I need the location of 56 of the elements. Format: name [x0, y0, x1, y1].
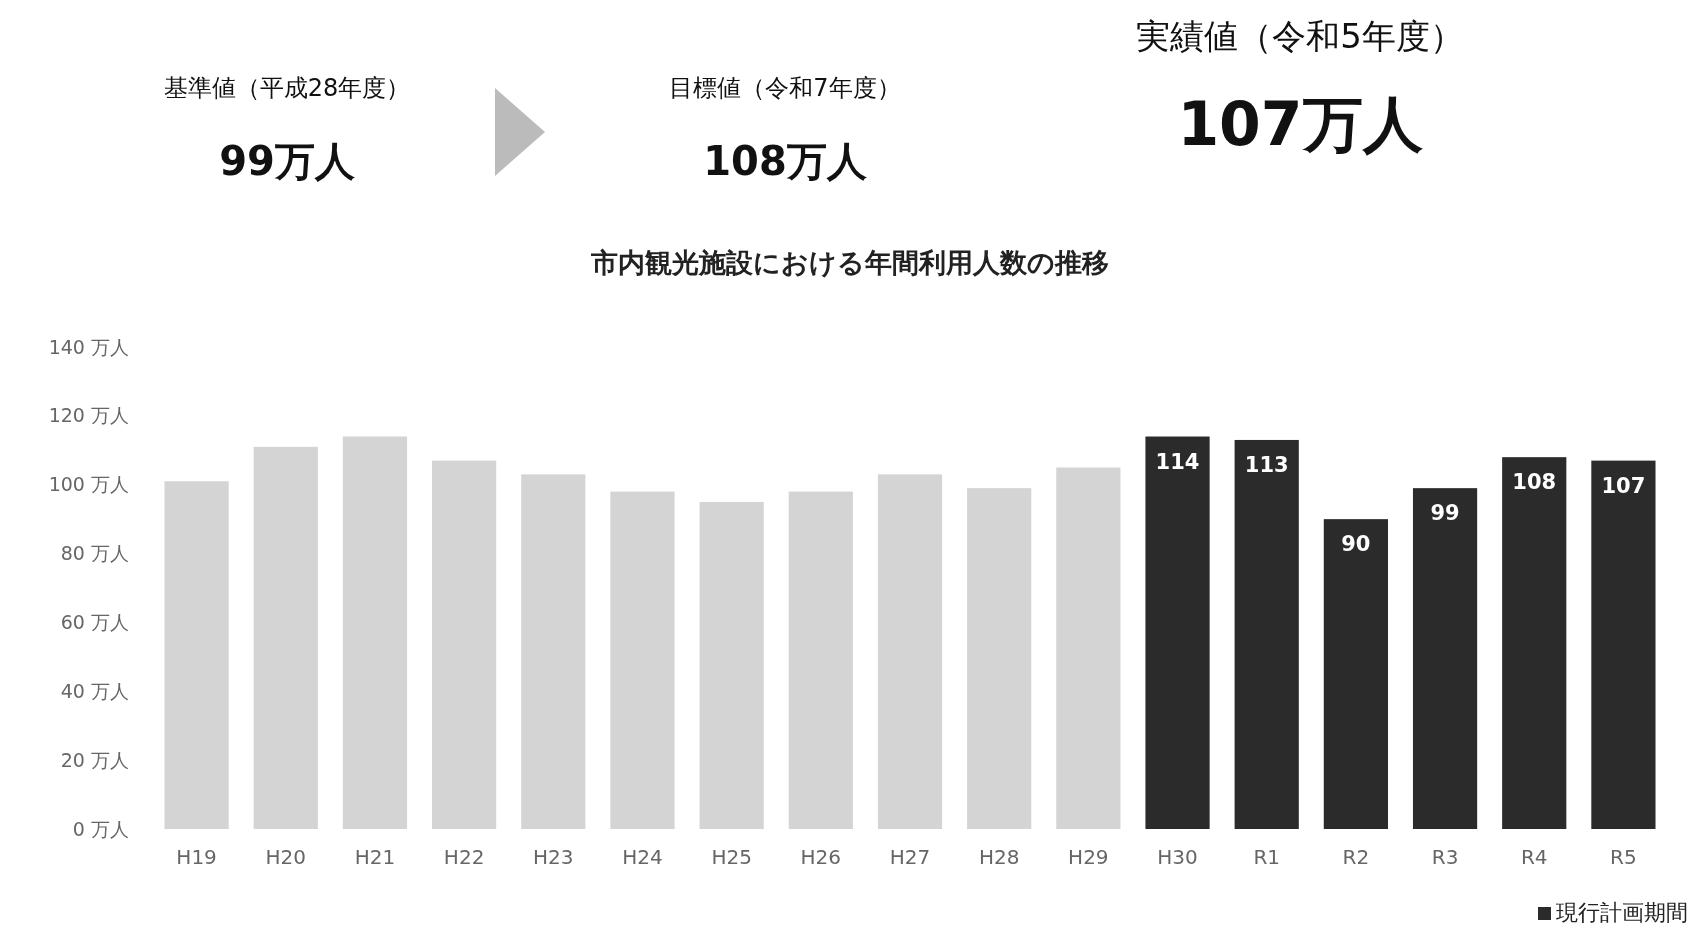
- x-tick-label: H25: [711, 845, 752, 869]
- text: 99万人: [219, 138, 356, 184]
- text: 107万人: [1177, 89, 1423, 159]
- y-tick-label: 0 万人: [72, 817, 129, 840]
- x-tick-label: R3: [1431, 845, 1459, 869]
- text: 108万人: [703, 138, 868, 184]
- data-label: 113: [1244, 452, 1289, 477]
- x-tick-label: R2: [1342, 845, 1370, 869]
- data-label: 107: [1601, 473, 1646, 498]
- x-tick-label: H20: [265, 845, 307, 869]
- x-tick-label: H24: [622, 845, 663, 869]
- text: 実績値（令和5年度）: [1136, 16, 1464, 56]
- x-tick-label: H21: [354, 845, 396, 869]
- x-tick-label: H28: [978, 845, 1020, 869]
- data-label: 99: [1430, 501, 1460, 526]
- bar: [1323, 519, 1388, 829]
- bar: [967, 488, 1032, 829]
- bar: [788, 491, 853, 829]
- x-tick-label: H23: [533, 845, 574, 869]
- x-tick-label: H19: [176, 845, 217, 869]
- bar: [1145, 436, 1210, 829]
- bar: [877, 474, 943, 829]
- bar: [1591, 460, 1656, 829]
- bar: [610, 491, 675, 829]
- bar: [253, 446, 318, 829]
- y-tick-label: 100 万人: [48, 473, 129, 496]
- x-tick-label: R4: [1520, 845, 1548, 869]
- text: 基準値（平成28年度）: [163, 74, 411, 102]
- bar: [521, 474, 586, 829]
- x-tick-label: H30: [1157, 845, 1198, 869]
- data-label: 90: [1341, 532, 1371, 557]
- bar: [342, 436, 408, 829]
- bar: [1412, 488, 1478, 829]
- x-tick-label: H29: [1068, 845, 1109, 869]
- x-tick-label: H22: [443, 845, 485, 869]
- bar: [1502, 457, 1567, 829]
- y-tick-label: 40 万人: [60, 679, 129, 702]
- y-tick-label: 60 万人: [60, 611, 129, 634]
- x-tick-label: R5: [1610, 845, 1637, 869]
- x-tick-label: R1: [1253, 845, 1281, 869]
- bar: [432, 460, 497, 829]
- chart-title: 市内観光施設における年間利用人数の推移: [590, 247, 1109, 278]
- x-tick-label: H26: [800, 845, 842, 869]
- legend-label: 現行計画期間: [1556, 900, 1688, 925]
- y-tick-label: 20 万人: [60, 748, 129, 771]
- data-label: 108: [1512, 470, 1557, 495]
- text: 目標値（令和7年度）: [669, 74, 901, 102]
- y-tick-label: 80 万人: [60, 542, 129, 565]
- bar: [164, 481, 229, 829]
- y-tick-label: 120 万人: [48, 404, 129, 427]
- data-label: 114: [1155, 449, 1200, 474]
- bar: [1234, 439, 1299, 829]
- bar: [699, 501, 764, 829]
- y-tick-label: 140 万人: [48, 335, 129, 358]
- x-tick-label: H27: [889, 845, 931, 869]
- bar: [1056, 467, 1121, 829]
